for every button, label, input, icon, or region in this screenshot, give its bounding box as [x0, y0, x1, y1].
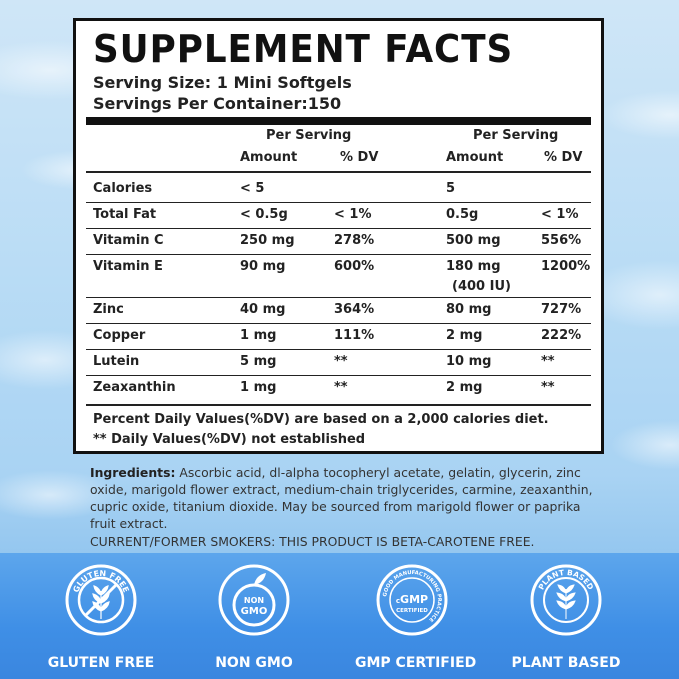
row-name: Lutein — [93, 354, 140, 369]
non-gmo-center-bottom: GMO — [241, 606, 268, 617]
badge-label-plant-based: PLANT BASED — [511, 655, 621, 671]
row-divider — [86, 228, 591, 229]
row-amt1: 40 mg — [240, 302, 286, 317]
row-name: Total Fat — [93, 207, 157, 222]
row-dv1: ** — [334, 380, 348, 395]
serving-size: Serving Size: 1 Mini Softgels — [93, 73, 352, 92]
row-divider — [86, 297, 591, 298]
row-amt2: 2 mg — [446, 328, 483, 343]
ingredients-label: Ingredients: — [90, 465, 176, 480]
row-amt1: 1 mg — [240, 328, 277, 343]
row-divider — [86, 323, 591, 324]
row-name: Vitamin E — [93, 259, 163, 274]
row-amt2: 2 mg — [446, 380, 483, 395]
col-dv-2-header: % DV — [544, 150, 583, 165]
row-dv2: ** — [541, 380, 555, 395]
panel-title: SUPPLEMENT FACTS — [93, 27, 514, 71]
smokers-notice: CURRENT/FORMER SMOKERS: THIS PRODUCT IS … — [90, 534, 535, 549]
row-dv2: 556% — [541, 233, 582, 248]
footer-divider — [86, 404, 591, 406]
badge-label-non-gmo: NON GMO — [215, 655, 293, 671]
col-group-1-header: Per Serving — [266, 128, 352, 143]
badge-label-gluten-free: GLUTEN FREE — [47, 655, 155, 671]
gmp-certified-icon: GOOD MANUFACTURING PRACTICE cGMP CERTIFI… — [376, 564, 448, 636]
row-dv2: < 1% — [541, 207, 579, 222]
row-amt1: < 5 — [240, 181, 265, 196]
plant-based-icon: PLANT BASED — [530, 564, 602, 636]
row-amt2: 10 mg — [446, 354, 492, 369]
col-amount-2-header: Amount — [446, 150, 504, 165]
row-dv2: 222% — [541, 328, 582, 343]
row-dv2: ** — [541, 354, 555, 369]
row-amt1: 90 mg — [240, 259, 286, 274]
gluten-free-icon: GLUTEN FREE — [65, 564, 137, 636]
row-name: Calories — [93, 181, 153, 196]
non-gmo-icon: NON GMO — [218, 564, 290, 636]
footnote-not-established: ** Daily Values(%DV) not established — [93, 432, 366, 447]
row-amt2: 5 — [446, 181, 456, 196]
ingredients-block: Ingredients: Ascorbic acid, dl-alpha toc… — [90, 464, 600, 532]
non-gmo-center-top: NON — [244, 596, 264, 605]
row-amt2: 180 mg — [446, 259, 501, 274]
ingredients-text: Ascorbic acid, dl-alpha tocopheryl aceta… — [90, 465, 593, 531]
col-group-2-header: Per Serving — [473, 128, 559, 143]
row-name: Copper — [93, 328, 146, 343]
row-name: Zinc — [93, 302, 124, 317]
row-amt2: 500 mg — [446, 233, 501, 248]
row-amt1: < 0.5g — [240, 207, 288, 222]
row-divider — [86, 254, 591, 255]
row-dv1: 364% — [334, 302, 375, 317]
svg-text:cGMP: cGMP — [396, 593, 428, 606]
row-name: Vitamin C — [93, 233, 164, 248]
servings-per-container: Servings Per Container:150 — [93, 94, 342, 113]
row-dv1: 111% — [334, 328, 375, 343]
row-amt2: 80 mg — [446, 302, 492, 317]
row-dv1: 600% — [334, 259, 375, 274]
header-divider — [86, 171, 591, 173]
row-divider — [86, 349, 591, 350]
row-dv1: ** — [334, 354, 348, 369]
col-amount-1-header: Amount — [240, 150, 298, 165]
row-amt1: 250 mg — [240, 233, 295, 248]
row-dv2: 1200% — [541, 259, 591, 274]
row-dv1: < 1% — [334, 207, 372, 222]
row-amt2b: (400 IU) — [452, 279, 511, 294]
row-divider — [86, 202, 591, 203]
row-amt1: 5 mg — [240, 354, 277, 369]
footnote-dv: Percent Daily Values(%DV) are based on a… — [93, 412, 549, 427]
row-divider — [86, 375, 591, 376]
thick-divider — [86, 117, 591, 125]
row-dv1: 278% — [334, 233, 375, 248]
row-dv2: 727% — [541, 302, 582, 317]
row-amt1: 1 mg — [240, 380, 277, 395]
svg-text:CERTIFIED: CERTIFIED — [396, 608, 428, 614]
supplement-facts-panel: SUPPLEMENT FACTS Serving Size: 1 Mini So… — [73, 18, 604, 454]
badge-label-gmp: GMP CERTIFIED — [355, 655, 477, 671]
row-name: Zeaxanthin — [93, 380, 176, 395]
row-amt2: 0.5g — [446, 207, 479, 222]
col-dv-1-header: % DV — [340, 150, 379, 165]
